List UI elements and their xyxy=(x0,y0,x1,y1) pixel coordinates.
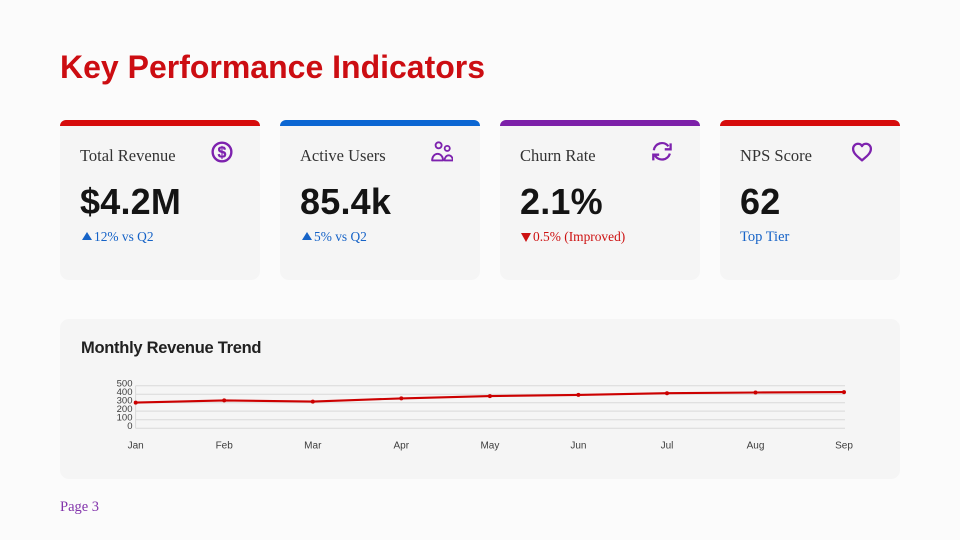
svg-text:500: 500 xyxy=(117,379,133,390)
svg-text:Feb: Feb xyxy=(216,441,234,452)
svg-text:Aug: Aug xyxy=(747,441,765,452)
svg-text:May: May xyxy=(480,441,499,452)
svg-text:Mar: Mar xyxy=(304,441,322,452)
svg-text:Jul: Jul xyxy=(661,441,674,452)
svg-text:Apr: Apr xyxy=(394,441,410,452)
svg-text:Jun: Jun xyxy=(570,441,586,452)
svg-text:100: 100 xyxy=(117,413,133,424)
svg-text:400: 400 xyxy=(117,387,133,398)
svg-text:Jan: Jan xyxy=(128,441,144,452)
svg-text:$: $ xyxy=(218,145,227,162)
svg-text:Sep: Sep xyxy=(835,441,853,452)
svg-text:300: 300 xyxy=(117,396,133,407)
svg-text:200: 200 xyxy=(117,404,133,415)
svg-text:0: 0 xyxy=(127,421,132,432)
